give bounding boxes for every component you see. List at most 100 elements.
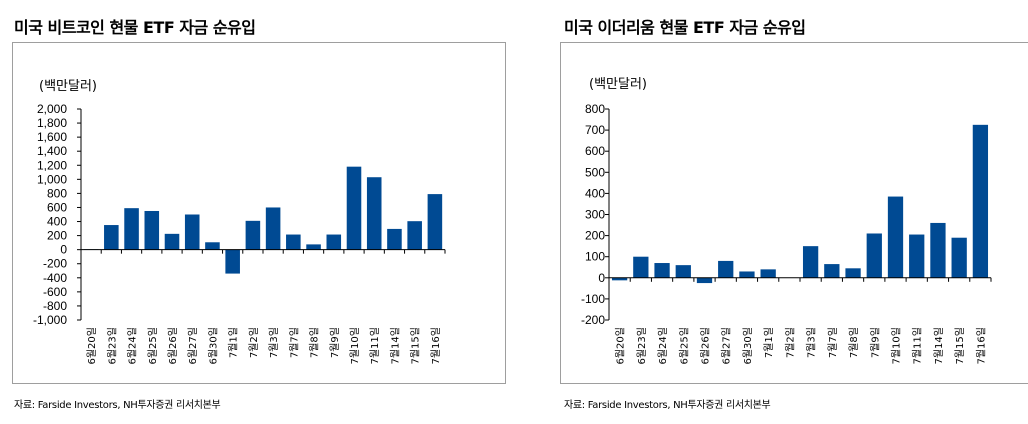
x-tick-label: 6월25일: [678, 327, 690, 365]
y-tick-label: -200: [581, 313, 605, 327]
y-tick-label: 2,000: [37, 102, 67, 116]
x-tick-label: 7월9일: [329, 327, 341, 358]
y-tick-label: -1,000: [33, 313, 67, 327]
y-tick-label: 0: [598, 271, 605, 285]
x-tick-label: 7월8일: [848, 327, 860, 358]
y-tick-label: -800: [43, 299, 67, 313]
y-tick-label: -200: [43, 257, 67, 271]
bar: [718, 260, 734, 278]
x-tick-label: 6월26일: [700, 327, 712, 365]
x-tick-label: 6월26일: [167, 327, 179, 365]
y-tick-label: 1,600: [37, 130, 67, 144]
ethereum-etf-panel: 미국 이더리움 현물 ETF 자금 순유입 (백만달러) 800 700 600 50…: [514, 0, 1028, 424]
x-tick-label: 7월8일: [309, 327, 321, 358]
chart-title: 미국 이더리움 현물 ETF 자금 순유입: [564, 18, 806, 37]
x-tick-label: 6월23일: [636, 327, 648, 365]
bar: [930, 222, 946, 278]
x-tick-label: 7월15일: [954, 327, 966, 365]
unit-label: (백만달러): [39, 79, 97, 94]
bar: [265, 207, 281, 250]
chart-title: 미국 비트코인 현물 ETF 자금 순유입: [14, 18, 256, 37]
bar: [205, 242, 220, 250]
x-tick-label: 7월16일: [430, 327, 442, 365]
y-tick-label: 600: [47, 200, 67, 214]
bar: [951, 237, 967, 278]
y-tick-label: 800: [585, 102, 605, 116]
x-tick-label: 7월11일: [912, 327, 924, 365]
x-tick-label: 7월10일: [349, 327, 361, 365]
bar: [427, 194, 443, 250]
x-tick-label: 7월2일: [784, 327, 796, 358]
bar: [184, 214, 200, 250]
y-tick-label: 200: [47, 229, 67, 243]
bar: [675, 265, 691, 278]
chart-frame: (백만달러) 2,000 1,800 1,600 1,400 1,200 1,000 800…: [12, 42, 506, 384]
y-tick-label: 0: [60, 243, 67, 257]
bar: [346, 166, 362, 250]
bar: [387, 228, 402, 250]
bitcoin-flow-chart: 2,0001,8001,6001,4001,2001,0008006004002…: [33, 102, 446, 365]
bar: [366, 177, 382, 250]
y-tick-label: 200: [585, 229, 605, 243]
y-tick-label: -600: [43, 285, 67, 299]
x-tick-label: 6월20일: [615, 327, 627, 365]
y-tick-label: 100: [585, 250, 605, 264]
y-tick-label: 300: [585, 208, 605, 222]
bar: [760, 269, 776, 278]
x-tick-label: 7월9일: [869, 327, 881, 358]
x-tick-label: 7월11일: [369, 327, 381, 365]
x-tick-label: 7월16일: [975, 327, 987, 365]
x-tick-label: 7월10일: [891, 327, 903, 365]
y-tick-label: 600: [585, 144, 605, 158]
bar: [104, 225, 119, 250]
ethereum-flow-chart: 800 700 600 500 400 300 200 100 0 -100 -200 6월20일 6월…: [581, 102, 992, 365]
bar: [326, 234, 342, 250]
bar: [739, 271, 755, 278]
x-tick-label: 7월3일: [268, 327, 280, 358]
x-tick-label: 6월30일: [742, 327, 754, 365]
x-tick-label: 6월27일: [721, 327, 733, 365]
bar: [866, 233, 882, 278]
y-tick-label: 800: [47, 186, 67, 200]
y-tick-label: 400: [585, 186, 605, 200]
x-tick-label: 7월2일: [248, 327, 260, 358]
bar: [909, 234, 925, 278]
x-tick-label: 6월24일: [127, 327, 139, 365]
y-tick-label: 1,200: [37, 158, 67, 172]
bar: [225, 249, 240, 274]
x-tick-label: 6월27일: [187, 327, 199, 365]
y-tick-label: -400: [43, 271, 67, 285]
source-note: 자료: Farside Investors, NH투자증권 리서치본부: [14, 400, 221, 411]
y-tick-label: 1,800: [37, 116, 67, 130]
bar: [306, 244, 321, 250]
chart-frame: (백만달러) 800 700 600 500 400 300 200 100 0 -100 -200…: [560, 42, 1028, 384]
bar: [845, 268, 861, 278]
bar: [696, 277, 713, 284]
bar: [407, 221, 422, 250]
bar: [124, 208, 139, 250]
x-tick-label: 6월25일: [147, 327, 159, 365]
y-tick-label: 1,000: [37, 172, 67, 186]
bitcoin-etf-panel: 미국 비트코인 현물 ETF 자금 순유입 (백만달러) 2,000 1,800 1…: [12, 18, 506, 411]
x-tick-label: 7월7일: [827, 327, 839, 358]
x-tick-label: 7월7일: [288, 327, 300, 358]
y-tick-label: 1,400: [37, 144, 67, 158]
bar: [611, 277, 628, 281]
bar: [972, 124, 989, 278]
bar: [144, 210, 160, 250]
x-tick-label: 6월20일: [86, 327, 98, 365]
x-tick-label: 7월1일: [763, 327, 775, 358]
x-tick-label: 6월24일: [657, 327, 669, 365]
x-tick-label: 7월1일: [228, 327, 240, 358]
y-tick-label: -100: [581, 292, 605, 306]
bar: [633, 256, 649, 278]
y-tick-label: 400: [47, 215, 67, 229]
x-tick-label: 7월15일: [410, 327, 422, 365]
x-tick-label: 6월23일: [106, 327, 118, 365]
bar: [887, 196, 904, 278]
x-tick-label: 7월14일: [933, 327, 945, 365]
bar: [245, 220, 261, 250]
y-tick-label: 500: [585, 165, 605, 179]
bar: [654, 263, 670, 278]
bar: [286, 234, 301, 250]
